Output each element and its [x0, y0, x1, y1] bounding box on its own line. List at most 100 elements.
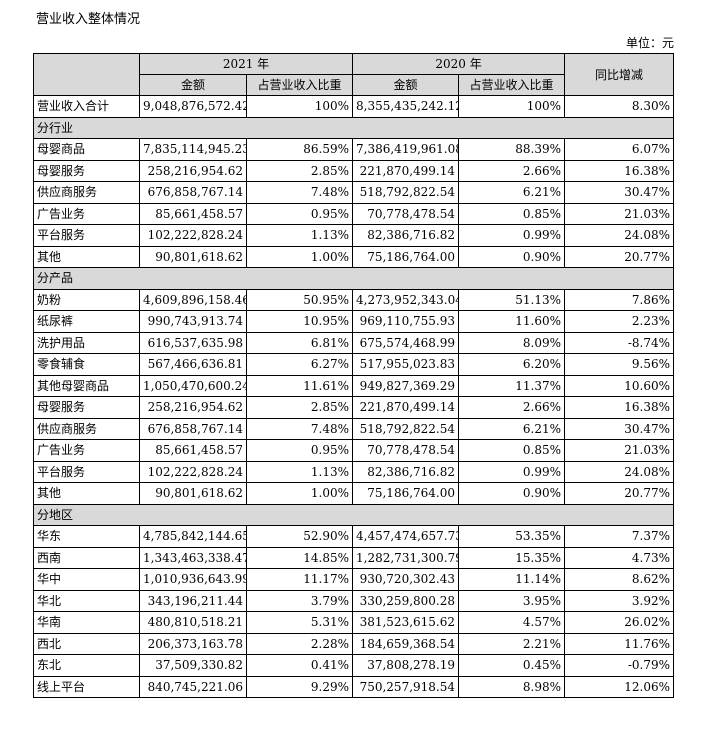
row-cell-p2021: 0.41%: [245, 654, 354, 677]
row-cell-v2020: 75,186,764.00: [352, 245, 460, 268]
row-cell-yoy: 16.38%: [564, 159, 675, 182]
row-cell-yoy: 24.08%: [564, 460, 675, 483]
row-cell-v2020: 184,659,368.54: [352, 632, 460, 655]
row-cell-p2021: 5.31%: [245, 611, 354, 634]
row-cell-yoy: 7.37%: [564, 525, 675, 548]
table-row: 纸尿裤 990,743,913.74 10.95% 969,110,755.93 11.…: [33, 310, 675, 333]
row-cell-yoy: 10.60%: [564, 374, 675, 397]
row-cell-p2020: 0.99%: [458, 224, 566, 247]
row-cell-v2021: 258,216,954.62: [139, 159, 247, 182]
row-cell-v2020: 82,386,716.82: [352, 224, 460, 247]
row-cell-v2021: 90,801,618.62: [139, 482, 247, 505]
row-cell-v2021: 4,785,842,144.65: [139, 525, 247, 548]
revenue-table: 2021 年 2020 年 同比增减 金额 占营业收入比重 金额 占营业收入比重…: [32, 53, 675, 698]
row-cell-p2021: 2.85%: [245, 159, 354, 182]
row-cell-p2021: 86.59%: [245, 138, 354, 161]
header-yoy: 同比增减: [564, 53, 675, 96]
section-title: 分地区: [32, 503, 675, 526]
row-label: 纸尿裤: [33, 310, 140, 333]
row-cell-v2021: 1,010,936,643.99: [139, 568, 247, 591]
row-cell-p2020: 11.14%: [458, 568, 566, 591]
row-cell-p2020: 0.90%: [458, 245, 566, 268]
row-cell-p2020: 4.57%: [458, 611, 566, 634]
row-cell-p2020: 88.39%: [458, 138, 566, 161]
row-cell-v2021: 840,745,221.06: [139, 675, 247, 698]
header-amount-2021: 金额: [139, 74, 247, 96]
row-cell-p2020: 6.20%: [458, 353, 566, 376]
row-cell-v2020: 518,792,822.54: [352, 417, 460, 440]
row-label: 其他: [33, 482, 140, 505]
row-cell-yoy: 20.77%: [564, 245, 675, 268]
table-row: 东北 37,509,330.82 0.41% 37,808,278.19 0.45% -0…: [33, 654, 675, 677]
row-cell-p2020: 11.37%: [458, 374, 566, 397]
row-cell-p2021: 1.13%: [245, 224, 354, 247]
row-cell-v2021: 85,661,458.57: [139, 202, 247, 225]
table-row: 华北 343,196,211.44 3.79% 330,259,800.28 3.95%…: [33, 589, 675, 612]
row-cell-v2021: 4,609,896,158.46: [139, 288, 247, 311]
row-label: 奶粉: [33, 288, 140, 311]
row-cell-p2020: 2.21%: [458, 632, 566, 655]
header-blank: [33, 53, 140, 96]
row-cell-p2020: 0.85%: [458, 439, 566, 462]
row-cell-p2021: 2.28%: [245, 632, 354, 655]
table-row: 供应商服务 676,858,767.14 7.48% 518,792,822.54 6.…: [33, 181, 675, 204]
row-cell-v2020: 4,273,952,343.04: [352, 288, 460, 311]
table-row: 华中 1,010,936,643.99 11.17% 930,720,302.43 11…: [33, 568, 675, 591]
table-row: 奶粉 4,609,896,158.46 50.95% 4,273,952,343.04…: [33, 288, 675, 311]
row-cell-v2020: 330,259,800.28: [352, 589, 460, 612]
row-cell-p2020: 3.95%: [458, 589, 566, 612]
header-share-2021: 占营业收入比重: [245, 74, 354, 96]
row-cell-p2021: 6.27%: [245, 353, 354, 376]
row-label: 零食辅食: [33, 353, 140, 376]
row-cell-p2020: 15.35%: [458, 546, 566, 569]
row-cell-v2021: 85,661,458.57: [139, 439, 247, 462]
row-label: 华南: [33, 611, 140, 634]
total-p2021: 100%: [245, 95, 354, 118]
row-cell-yoy: 6.07%: [564, 138, 675, 161]
row-cell-p2020: 11.60%: [458, 310, 566, 333]
row-cell-yoy: 8.62%: [564, 568, 675, 591]
row-cell-v2021: 206,373,163.78: [139, 632, 247, 655]
header-amount-2020: 金额: [352, 74, 460, 96]
row-cell-v2020: 517,955,023.83: [352, 353, 460, 376]
row-label: 其他: [33, 245, 140, 268]
row-label: 华东: [33, 525, 140, 548]
row-cell-v2021: 676,858,767.14: [139, 181, 247, 204]
row-cell-p2020: 6.21%: [458, 181, 566, 204]
row-cell-v2021: 567,466,636.81: [139, 353, 247, 376]
row-cell-yoy: 2.23%: [564, 310, 675, 333]
row-cell-yoy: 20.77%: [564, 482, 675, 505]
row-cell-yoy: 24.08%: [564, 224, 675, 247]
row-cell-v2021: 676,858,767.14: [139, 417, 247, 440]
row-cell-p2021: 0.95%: [245, 202, 354, 225]
total-yoy: 8.30%: [564, 95, 675, 118]
row-cell-v2021: 616,537,635.98: [139, 331, 247, 354]
row-cell-v2020: 949,827,369.29: [352, 374, 460, 397]
section-header-row: 分地区: [32, 503, 675, 526]
row-cell-v2020: 82,386,716.82: [352, 460, 460, 483]
row-cell-p2021: 11.17%: [245, 568, 354, 591]
row-cell-v2020: 518,792,822.54: [352, 181, 460, 204]
header-year-2021: 2021 年: [138, 53, 354, 75]
row-cell-p2020: 8.09%: [458, 331, 566, 354]
row-cell-v2020: 221,870,499.14: [352, 396, 460, 419]
row-label: 西南: [33, 546, 140, 569]
row-cell-p2021: 1.13%: [245, 460, 354, 483]
row-cell-yoy: -8.74%: [564, 331, 675, 354]
section-title: 分行业: [32, 116, 675, 139]
row-cell-v2021: 258,216,954.62: [139, 396, 247, 419]
table-row: 母婴商品 7,835,114,945.23 86.59% 7,386,419,961.…: [33, 138, 675, 161]
row-cell-p2021: 6.81%: [245, 331, 354, 354]
row-cell-yoy: 30.47%: [564, 417, 675, 440]
row-label: 供应商服务: [33, 181, 140, 204]
row-cell-v2020: 4,457,474,657.73: [352, 525, 460, 548]
row-cell-v2020: 969,110,755.93: [352, 310, 460, 333]
row-cell-v2021: 90,801,618.62: [139, 245, 247, 268]
row-cell-yoy: 9.56%: [564, 353, 675, 376]
row-cell-yoy: 26.02%: [564, 611, 675, 634]
row-cell-yoy: 3.92%: [564, 589, 675, 612]
row-cell-v2020: 750,257,918.54: [352, 675, 460, 698]
page-title: 营业收入整体情况: [36, 12, 141, 27]
row-cell-p2020: 2.66%: [458, 396, 566, 419]
row-cell-p2020: 53.35%: [458, 525, 566, 548]
